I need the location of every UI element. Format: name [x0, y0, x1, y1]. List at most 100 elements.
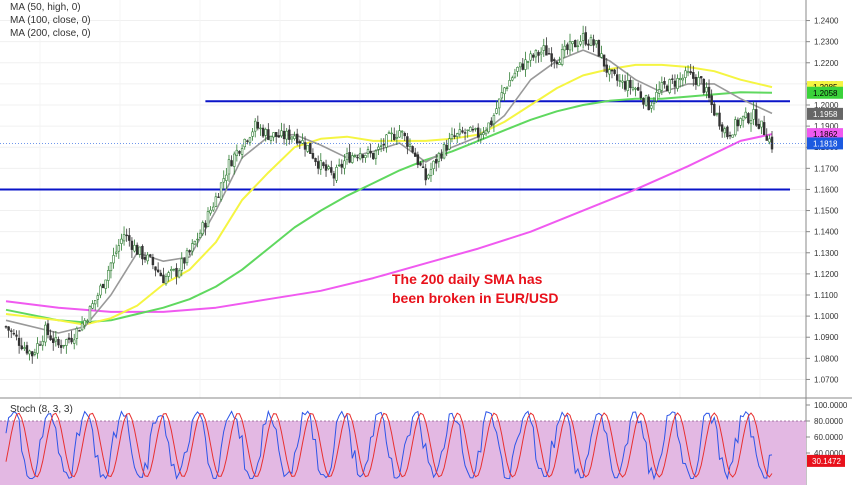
candle [390, 127, 393, 142]
price-pane [0, 0, 806, 398]
candle [156, 262, 160, 273]
ma200-line [5, 133, 773, 313]
candle [337, 158, 341, 167]
candle [610, 69, 614, 79]
candle [673, 74, 677, 95]
candle [101, 283, 105, 289]
candle [235, 144, 239, 162]
candle [256, 115, 260, 131]
candle [251, 127, 254, 141]
candle [671, 74, 674, 85]
svg-text:30.1472: 30.1472 [812, 457, 841, 466]
candle [10, 328, 13, 339]
candle [141, 244, 144, 266]
y-tick-label: 1.2400 [814, 17, 839, 26]
candle [99, 283, 102, 299]
candle [309, 142, 312, 154]
candle [495, 100, 498, 115]
price-tag: 1.1818 [807, 137, 843, 150]
candle [259, 124, 262, 136]
candle [38, 340, 42, 346]
candle [248, 136, 252, 146]
candle [261, 124, 265, 139]
candle [532, 53, 535, 61]
stoch-tick-label: 100.0000 [814, 401, 848, 410]
candle [490, 117, 493, 127]
candle [699, 76, 703, 84]
candle [705, 82, 708, 99]
candle [230, 155, 233, 167]
candle [319, 153, 323, 175]
candle [233, 151, 236, 175]
candle [752, 101, 755, 126]
candle [17, 330, 21, 354]
candle [65, 338, 68, 354]
candle [201, 220, 204, 236]
candle [537, 50, 540, 63]
candle [416, 151, 420, 169]
candle [660, 76, 664, 96]
candle [437, 151, 441, 168]
candle [511, 75, 514, 82]
y-tick-label: 1.2300 [814, 38, 839, 47]
candle [272, 132, 275, 142]
candle [427, 173, 430, 180]
candle [424, 163, 427, 186]
candle [193, 240, 197, 246]
candle [684, 66, 687, 84]
candle [718, 105, 721, 130]
stoch-tick-label: 60.0000 [814, 433, 843, 442]
candle [172, 268, 176, 272]
candle [445, 139, 448, 157]
candle [545, 37, 548, 56]
candle [240, 144, 244, 159]
candle [149, 253, 152, 258]
candle [595, 40, 598, 48]
candle [623, 74, 627, 92]
candle [20, 337, 23, 351]
candle [72, 333, 76, 350]
candle [154, 266, 157, 277]
candle [345, 147, 349, 165]
candle [93, 300, 97, 311]
candle [744, 107, 747, 120]
y-tick-label: 1.0800 [814, 354, 839, 363]
candle [581, 25, 585, 49]
candle [492, 113, 496, 133]
candle [707, 79, 711, 103]
candle [726, 125, 729, 140]
candle [253, 118, 257, 138]
candle [408, 138, 412, 150]
candle [36, 337, 39, 359]
candle [385, 134, 388, 153]
candle [529, 50, 532, 67]
candle [393, 127, 396, 141]
candle [571, 41, 574, 52]
candle [678, 72, 682, 88]
candle [584, 26, 587, 47]
candle [741, 115, 745, 128]
candle [539, 47, 543, 62]
candle [636, 82, 640, 91]
candle [288, 125, 291, 145]
candle [429, 162, 433, 182]
candle [364, 154, 367, 163]
candle [608, 65, 611, 82]
candle [419, 161, 422, 167]
stoch-tick-label: 40.0000 [814, 449, 843, 458]
candle [322, 161, 325, 169]
candle [689, 64, 692, 76]
candle [500, 84, 504, 101]
candle [713, 101, 716, 117]
candle [626, 72, 629, 98]
candle [25, 341, 29, 356]
candle [631, 79, 635, 92]
candle [96, 292, 100, 308]
candle [146, 252, 149, 265]
candle [80, 316, 84, 332]
candle [269, 135, 273, 145]
grid [0, 0, 806, 398]
